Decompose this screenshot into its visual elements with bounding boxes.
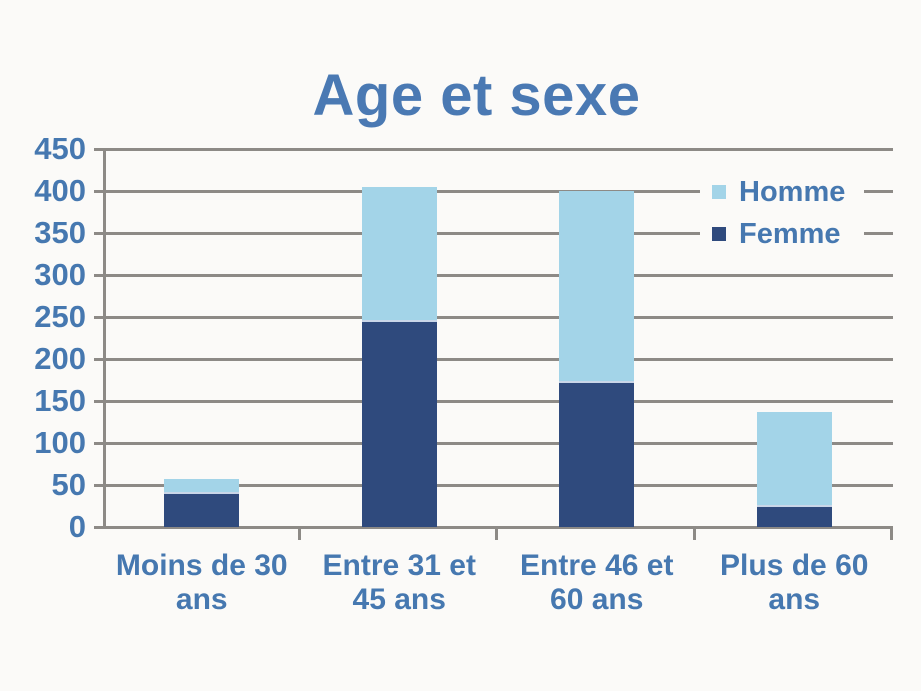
x-category-label-line: Moins de 30 xyxy=(115,549,288,582)
x-category-label-line: Entre 31 et xyxy=(322,549,476,582)
legend-swatch-icon xyxy=(712,185,726,199)
y-tick-label: 400 xyxy=(34,173,86,208)
bar-segment-homme xyxy=(361,186,437,322)
legend-item-homme: Homme xyxy=(700,171,864,213)
gridline xyxy=(103,399,893,403)
gridline xyxy=(103,147,893,151)
y-axis-tick xyxy=(94,273,103,277)
gridline xyxy=(103,525,893,529)
y-tick-label: 100 xyxy=(34,425,86,460)
bar-segment-separator xyxy=(164,492,240,495)
x-category-label-line: ans xyxy=(175,583,228,616)
y-axis-tick xyxy=(94,147,103,151)
bar-segment-homme xyxy=(756,411,832,506)
legend-swatch-icon xyxy=(712,227,726,241)
x-category-label: Plus de 60 ans xyxy=(696,549,894,617)
y-tick-label: 350 xyxy=(34,215,86,250)
y-axis-tick xyxy=(94,231,103,235)
x-category-label: Entre 31 et 45 ans xyxy=(301,549,499,617)
y-axis-tick xyxy=(94,399,103,403)
y-axis-tick xyxy=(94,189,103,193)
x-category-label: Entre 46 et 60 ans xyxy=(498,549,696,617)
y-tick-label: 250 xyxy=(34,299,86,334)
x-category-label: Moins de 30 ans xyxy=(103,549,301,617)
y-tick-label: 450 xyxy=(34,131,86,166)
x-axis-tick xyxy=(495,527,498,540)
bar-segment-femme xyxy=(559,381,635,527)
gridline xyxy=(103,315,893,319)
x-category-label-line: Plus de 60 xyxy=(720,549,869,582)
gridline xyxy=(103,441,893,445)
bar-segment-femme xyxy=(361,321,437,527)
y-axis-tick xyxy=(94,441,103,445)
x-axis-tick xyxy=(890,527,893,540)
bar-segment-femme xyxy=(756,506,832,527)
bar-segment-femme xyxy=(164,493,240,527)
bar-segment-separator xyxy=(361,320,437,323)
y-tick-label: 150 xyxy=(34,383,86,418)
gridline xyxy=(103,189,893,193)
legend-label: Homme xyxy=(739,175,846,208)
x-axis-tick xyxy=(692,527,696,540)
gridline xyxy=(103,273,893,277)
x-category-label-line: ans xyxy=(768,583,821,616)
y-axis-tick xyxy=(94,357,103,361)
gridline xyxy=(103,231,893,235)
x-category-label-line: 60 ans xyxy=(550,583,644,616)
legend: Homme Femme xyxy=(700,171,864,255)
y-axis-line xyxy=(103,149,106,529)
x-category-label-line: Entre 46 et xyxy=(520,549,674,582)
gridline xyxy=(103,357,893,361)
x-axis-tick xyxy=(297,527,301,540)
y-tick-label: 300 xyxy=(34,257,86,292)
x-category-label-line: 45 ans xyxy=(352,583,446,616)
bar-segment-homme xyxy=(559,191,635,382)
legend-item-femme: Femme xyxy=(700,213,864,255)
y-axis-tick xyxy=(94,483,103,487)
y-axis-tick xyxy=(94,315,103,319)
bar-segment-separator xyxy=(756,505,832,507)
bar-segment-separator xyxy=(559,380,635,383)
legend-label: Femme xyxy=(739,217,841,250)
bar-segment-homme xyxy=(164,479,240,494)
y-tick-label: 200 xyxy=(34,341,86,376)
gridline xyxy=(103,483,893,487)
y-tick-label: 0 xyxy=(68,509,86,544)
chart-title: Age et sexe xyxy=(312,63,641,128)
y-axis-tick xyxy=(94,525,103,529)
y-tick-label: 50 xyxy=(51,467,86,502)
